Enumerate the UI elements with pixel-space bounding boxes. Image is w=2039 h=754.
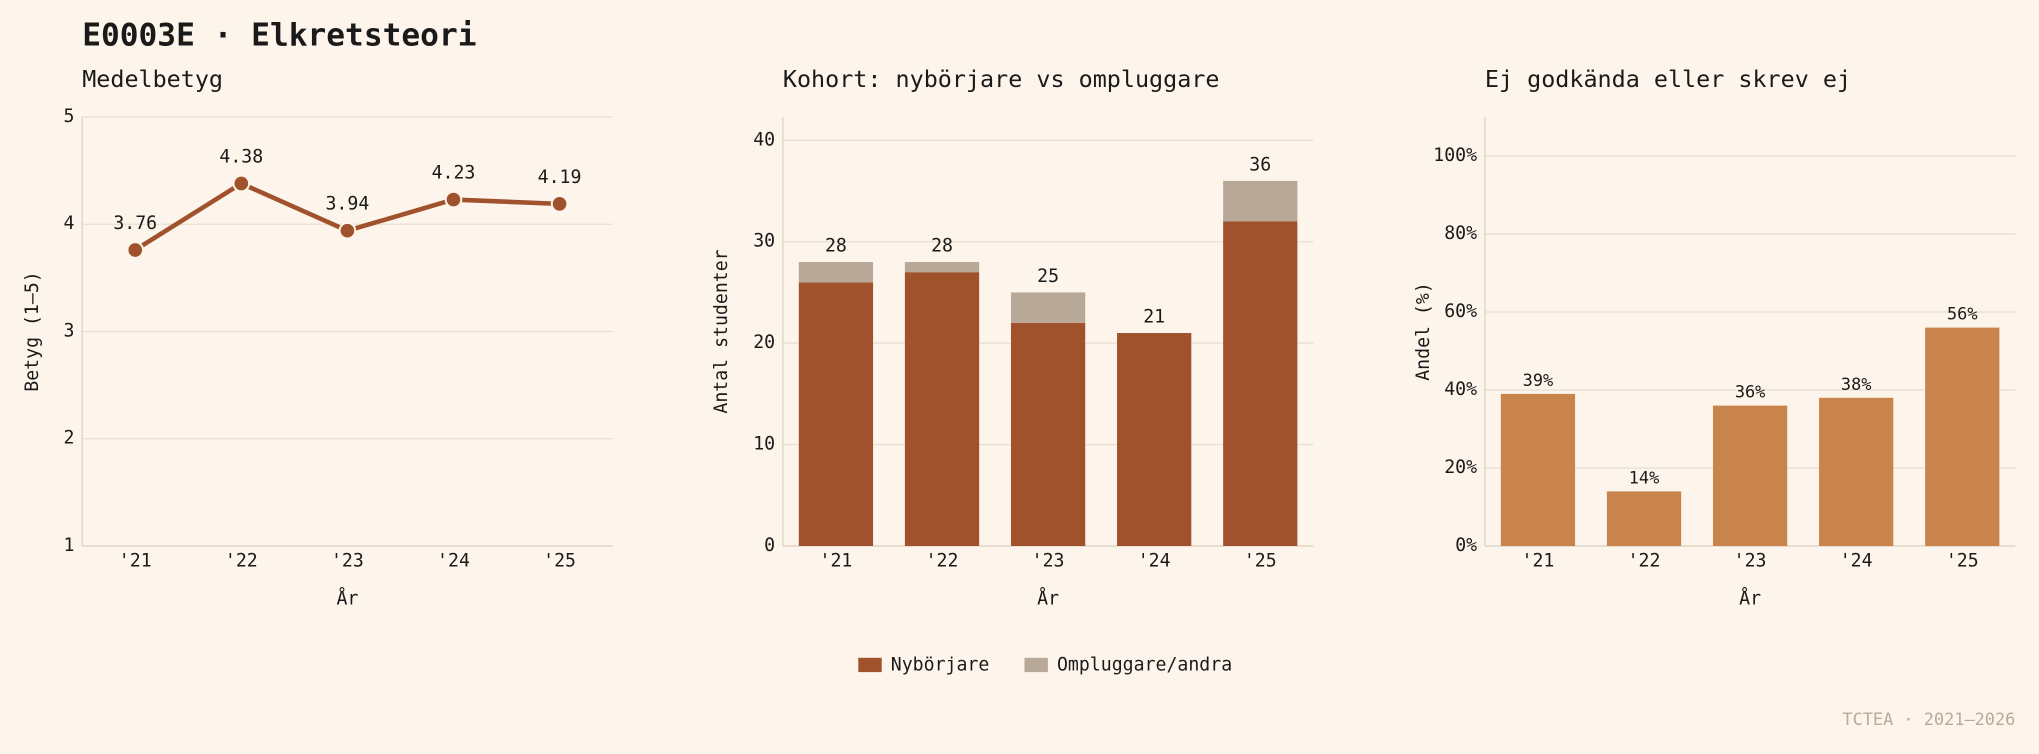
y-tick-label: 1 <box>63 535 74 556</box>
point <box>126 241 145 259</box>
bar <box>1925 327 2000 546</box>
data-label: 14% <box>1629 467 1660 487</box>
x-tick-label: '22 <box>1628 551 1661 572</box>
bar-segment <box>904 262 980 273</box>
point <box>338 221 357 240</box>
y-tick-label: 2 <box>63 428 74 449</box>
x-tick-label: '24 <box>1840 551 1873 572</box>
bar-segment <box>1223 180 1298 222</box>
legend-label: Nybörjare <box>891 655 990 676</box>
x-axis-label: År <box>336 587 358 609</box>
data-label: 56% <box>1947 304 1978 324</box>
bar <box>1712 405 1788 546</box>
legend-swatch <box>858 657 882 673</box>
x-tick-label: '22 <box>926 551 959 572</box>
data-label: 4.19 <box>538 167 582 188</box>
bar-segment <box>904 272 980 546</box>
bar-segment <box>1010 292 1086 323</box>
x-tick-label: '21 <box>119 551 152 572</box>
point <box>232 174 251 193</box>
chart-title: Ej godkända eller skrev ej <box>1485 65 1851 93</box>
x-tick-label: '21 <box>1522 551 1555 572</box>
x-tick-label: '25 <box>1946 551 1979 572</box>
y-tick-label: 10 <box>753 434 775 455</box>
bar-segment <box>1010 322 1086 546</box>
x-tick-label: '21 <box>820 551 853 572</box>
chart-title: Medelbetyg <box>82 65 223 93</box>
data-label: 38% <box>1841 374 1872 394</box>
chart-title: Kohort: nybörjare vs ompluggare <box>783 65 1220 93</box>
y-tick-label: 40% <box>1444 379 1477 400</box>
point <box>550 195 569 213</box>
x-tick-label: '23 <box>1734 551 1767 572</box>
y-tick-label: 60% <box>1444 301 1477 322</box>
y-tick-label: 20% <box>1444 457 1477 478</box>
y-tick-label: 100% <box>1433 145 1477 166</box>
y-tick-label: 3 <box>63 321 74 342</box>
bar-segment <box>1117 333 1192 546</box>
legend-swatch <box>1024 657 1048 673</box>
bar-segment <box>798 262 874 283</box>
data-label: 4.38 <box>219 146 263 167</box>
y-axis-label: Betyg (1–5) <box>22 271 43 391</box>
y-tick-label: 20 <box>753 332 775 353</box>
page-title: E0003E · Elkretsteori <box>82 17 476 53</box>
data-label: 4.23 <box>432 163 476 184</box>
total-label: 28 <box>825 235 847 256</box>
y-tick-label: 0 <box>764 535 775 556</box>
y-axis-label: Andel (%) <box>1413 282 1434 381</box>
data-label: 3.94 <box>325 194 369 215</box>
y-tick-label: 0% <box>1455 535 1477 556</box>
data-label: 3.76 <box>113 213 157 234</box>
y-axis-label: Antal studenter <box>711 249 732 413</box>
x-tick-label: '23 <box>1032 551 1065 572</box>
y-tick-label: 80% <box>1444 223 1477 244</box>
bar <box>1500 393 1576 546</box>
x-axis-label: År <box>1739 587 1761 609</box>
bar-segment <box>1223 221 1298 546</box>
footer: TCTEA · 2021–2026 <box>1842 709 2015 729</box>
legend-label: Ompluggare/andra <box>1057 655 1232 676</box>
bar <box>1606 491 1682 546</box>
total-label: 25 <box>1037 266 1059 287</box>
bar <box>1819 397 1894 546</box>
y-tick-label: 4 <box>63 213 74 234</box>
total-label: 21 <box>1143 306 1165 327</box>
y-tick-label: 30 <box>753 231 775 252</box>
x-tick-label: '25 <box>543 551 576 572</box>
x-axis-label: År <box>1037 587 1059 609</box>
bar-segment <box>798 282 874 546</box>
x-tick-label: '23 <box>331 551 364 572</box>
total-label: 28 <box>931 235 953 256</box>
x-tick-label: '22 <box>225 551 258 572</box>
x-tick-label: '25 <box>1244 551 1277 572</box>
data-label: 36% <box>1735 382 1766 402</box>
x-tick-label: '24 <box>437 551 470 572</box>
point <box>444 190 463 209</box>
x-tick-label: '24 <box>1138 551 1171 572</box>
total-label: 36 <box>1249 154 1271 175</box>
y-tick-label: 5 <box>63 106 74 127</box>
y-tick-label: 40 <box>753 129 775 150</box>
data-label: 39% <box>1523 370 1554 390</box>
